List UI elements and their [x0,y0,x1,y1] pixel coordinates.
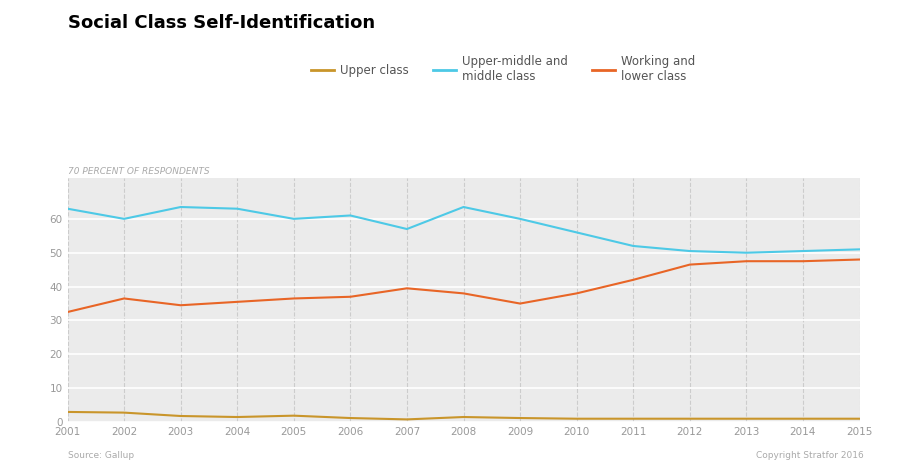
Legend: Upper class, Upper-middle and
middle class, Working and
lower class: Upper class, Upper-middle and middle cla… [306,50,700,87]
Text: Copyright Stratfor 2016: Copyright Stratfor 2016 [756,451,864,460]
Text: Social Class Self-Identification: Social Class Self-Identification [68,14,374,32]
Text: 70 PERCENT OF RESPONDENTS: 70 PERCENT OF RESPONDENTS [68,167,209,176]
Text: Source: Gallup: Source: Gallup [68,451,133,460]
